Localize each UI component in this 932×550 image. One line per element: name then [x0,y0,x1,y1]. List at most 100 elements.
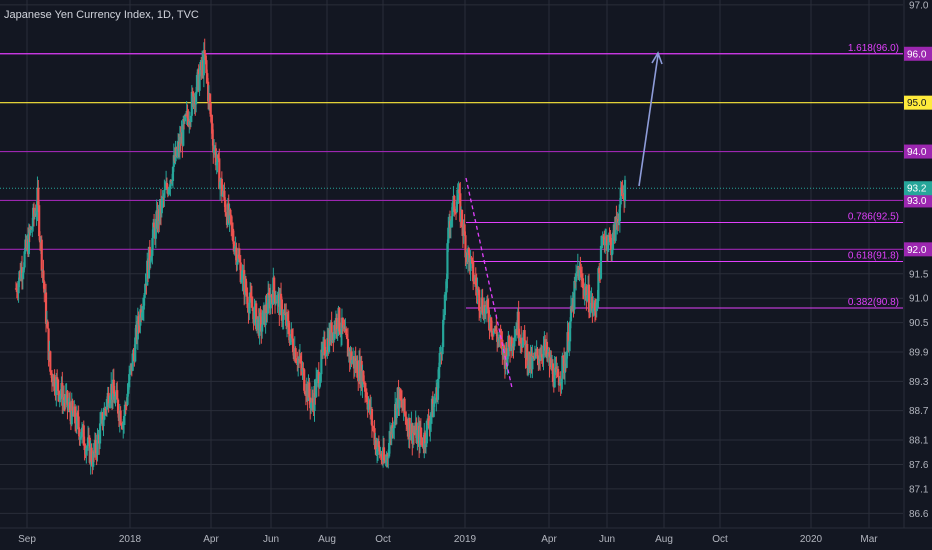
candle-body [94,439,97,453]
candle-body [370,408,374,426]
candle-body [40,239,43,271]
candle-body [611,249,614,256]
candle-body [148,246,151,263]
time-axis: Sep 2018 Apr Jun Aug Oct 2019 Apr Jun Aug Oct 2020 M… [0,527,932,545]
candle-body [202,50,205,76]
candle-body [451,202,454,217]
candle-body [203,50,206,54]
candle-body [536,348,539,357]
candle-body [311,398,314,403]
candle-body [189,115,193,122]
candle-body [339,331,342,336]
candle-body [167,188,170,195]
candle-body [385,454,388,462]
level-badge-label: 94.0 [907,147,927,158]
candle-body [591,297,594,312]
candle-body [309,397,312,409]
candle-body [259,312,262,317]
candle-body [531,356,534,370]
candle-body [569,306,573,322]
candle-body [619,187,622,205]
candle-body [438,353,441,368]
y-tick-label: 91.5 [909,269,929,280]
candle-body [229,209,232,216]
candle-body [209,103,212,117]
fib-label: 0.382(90.8) [848,297,899,308]
candle-body [380,454,383,460]
x-tick-label: 2019 [454,534,477,545]
candle-body [597,268,600,302]
candle-body [533,352,537,359]
candle-body [585,286,588,302]
candle-body [66,390,69,408]
candle-body [479,311,482,313]
candle-body [208,94,211,104]
candle-body [75,412,78,430]
candle-body [23,251,26,268]
candle-body [557,377,561,386]
candle-body [241,270,244,280]
candle-body [261,310,265,325]
candle-body [436,378,440,400]
candle-body [37,187,40,206]
candle-body [183,114,187,122]
candle-body [83,445,86,451]
candle-body [495,326,498,334]
candle-body [563,363,567,373]
candle-body [80,427,84,437]
candle-body [22,267,25,273]
candle-body [82,425,85,446]
candle-body [604,239,607,246]
candle-body [553,368,556,388]
candle-body [600,244,603,246]
candle-body [333,325,336,340]
candle-body [469,257,472,271]
candle-body [578,267,581,280]
candle-body [236,261,239,265]
candle-body [610,237,613,256]
candle-body [583,289,586,296]
candle-body [424,432,427,444]
candle-body [443,294,446,316]
candle-body [134,337,137,362]
candle-body [607,235,610,246]
candle-body [567,332,570,351]
candle-body [86,446,89,449]
candle-body [496,338,500,342]
candle-body [125,404,128,406]
candle-body [235,247,238,265]
candle-body [434,400,437,402]
candle-body [164,188,167,190]
candle-body [406,424,409,427]
candle-body [321,343,325,353]
candle-body [44,292,48,324]
fib-label: 0.618(91.8) [848,251,899,262]
candle-body [598,268,601,274]
candle-body [395,398,398,418]
candle-body [131,353,134,371]
candle-body [154,218,157,239]
candle-body [484,306,488,314]
y-tick-label: 90.5 [909,318,929,329]
candle-body [350,351,353,364]
candle-body [140,312,144,318]
candle-body [323,339,326,356]
fib-label: 0.786(92.5) [848,211,899,222]
candle-body [99,416,103,424]
candle-body [601,236,604,245]
candle-body [55,377,58,396]
candle-body [369,400,372,415]
candle-body [80,436,83,438]
candle-body [526,365,530,369]
candle-body [476,288,479,293]
candle-body [287,320,290,335]
candle-body [472,281,476,283]
candle-body [67,405,70,408]
candle-body [250,297,253,308]
candle-body [78,429,81,440]
candle-body [403,398,406,414]
candle-body [102,419,105,427]
candle-body [64,394,67,403]
candle-body [430,414,433,421]
